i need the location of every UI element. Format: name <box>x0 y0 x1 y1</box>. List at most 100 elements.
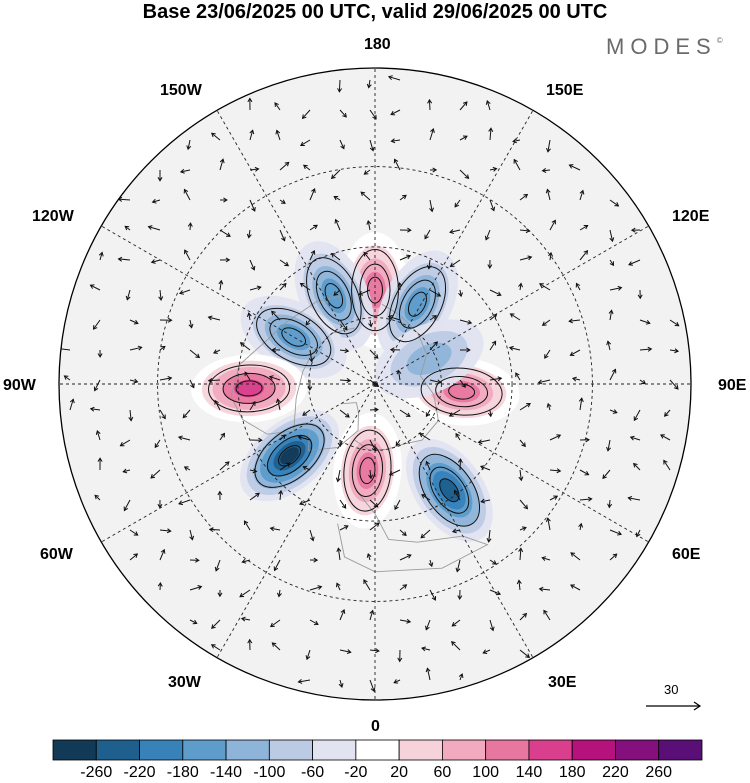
wind-arrow-head <box>546 147 551 153</box>
wind-arrow-head <box>544 354 549 359</box>
wind-arrow-head <box>602 474 607 480</box>
wind-arrow <box>337 79 343 93</box>
wind-arrow-head <box>496 291 502 297</box>
wind-arrow-shaft <box>515 372 521 381</box>
wind-arrow-shaft <box>486 100 491 111</box>
wind-arrow-shaft <box>271 310 281 321</box>
colorbar-tick-label: -20 <box>344 764 368 781</box>
wind-arrow <box>339 649 352 655</box>
anomaly-negative-north-atlantic <box>240 410 340 502</box>
wind-arrow <box>609 199 620 207</box>
wind-arrow-head <box>366 83 372 89</box>
wind-arrow-head <box>150 259 156 264</box>
colorbar-tick-label: -60 <box>301 764 325 781</box>
wind-arrow <box>240 616 251 622</box>
wind-arrow-head <box>541 167 547 173</box>
wind-arrow <box>425 619 431 631</box>
wind-arrow <box>330 252 341 261</box>
wind-arrow-shaft <box>454 490 461 501</box>
wind-arrow-head <box>486 538 492 543</box>
wind-arrow <box>63 375 71 381</box>
wind-arrow-shaft <box>159 529 171 532</box>
wind-arrow <box>249 166 260 172</box>
wind-arrow-shaft <box>395 439 401 446</box>
wind-arrow <box>459 135 468 141</box>
wind-arrow <box>207 377 221 383</box>
wind-arrow <box>183 466 191 471</box>
colorbar-swatch <box>485 739 530 761</box>
wind-arrow <box>486 529 492 543</box>
wind-arrow-head <box>252 468 258 474</box>
wind-arrow-shaft <box>393 679 401 684</box>
wind-arrow-shaft <box>178 499 191 505</box>
wind-vectors <box>59 75 680 693</box>
contour-line <box>315 270 352 321</box>
wind-arrow-shaft <box>208 379 221 382</box>
wind-arrow-head <box>525 653 531 659</box>
wind-arrow-head <box>516 579 522 585</box>
wind-arrow <box>459 169 470 180</box>
wind-arrow-head <box>284 261 290 267</box>
wind-arrow-head <box>370 687 376 693</box>
wind-arrow-shaft <box>239 589 251 598</box>
wind-arrow <box>157 169 163 182</box>
wind-arrow-shaft <box>609 229 614 242</box>
wind-arrow-head <box>492 314 498 319</box>
wind-arrow-shaft <box>211 644 221 651</box>
wind-arrow <box>397 281 403 291</box>
wind-arrow-head <box>276 592 282 598</box>
wind-arrow <box>518 282 523 291</box>
wind-arrow-shaft <box>538 379 551 384</box>
wind-arrow-head <box>526 403 531 408</box>
wind-arrow-head <box>243 520 249 526</box>
wind-arrow <box>369 679 376 693</box>
lon-label-120e: 120E <box>672 208 710 225</box>
wind-arrow-shaft <box>489 289 502 296</box>
wind-arrow-head <box>374 407 379 413</box>
wind-arrow-shaft <box>339 499 347 509</box>
wind-arrow-head <box>583 224 589 230</box>
wind-arrow <box>337 439 343 448</box>
wind-arrow-head <box>587 496 593 502</box>
wind-arrow-head <box>396 369 402 375</box>
wind-arrow-head <box>427 98 433 104</box>
wind-arrow-head <box>157 177 163 182</box>
wind-arrow <box>305 319 311 326</box>
wind-arrow-head <box>491 340 497 346</box>
wind-arrow <box>669 379 679 390</box>
colorbar-tick-label: 20 <box>390 764 409 781</box>
wind-arrow-head <box>366 219 372 225</box>
wind-arrow-shaft <box>305 319 311 326</box>
wind-arrow-head <box>244 371 249 377</box>
wind-arrow <box>489 166 498 172</box>
wind-arrow-shaft <box>519 439 526 447</box>
wind-arrow-head <box>369 609 375 615</box>
wind-arrow-head <box>340 144 345 150</box>
wind-arrow <box>302 465 311 471</box>
wind-arrow-head <box>390 138 396 144</box>
wind-arrow-head <box>337 442 343 448</box>
wind-arrow <box>448 409 461 417</box>
wind-arrow <box>308 349 314 363</box>
wind-arrow <box>159 317 173 323</box>
wind-arrow <box>388 469 401 476</box>
wind-arrow <box>394 499 401 511</box>
wind-arrow-head <box>389 347 395 353</box>
colorbar-tick-label: 220 <box>602 764 629 781</box>
meridian-line <box>216 383 376 658</box>
wind-arrow-head <box>461 383 466 388</box>
wind-arrow-head <box>556 468 562 474</box>
wind-arrow-shaft <box>369 349 379 359</box>
wind-arrow-shaft <box>302 409 311 416</box>
wind-arrow-head <box>307 386 313 391</box>
wind-arrow-head <box>184 249 189 255</box>
wind-arrow-shaft <box>215 559 221 571</box>
wind-arrow-shaft <box>187 139 191 150</box>
wind-arrow-shaft <box>452 529 461 533</box>
wind-arrow-head <box>611 368 617 374</box>
wind-arrow <box>519 499 529 510</box>
wind-arrow-head <box>436 379 442 385</box>
wind-arrow-head <box>278 489 284 495</box>
wind-arrow <box>279 434 286 441</box>
wind-arrow <box>299 499 311 506</box>
